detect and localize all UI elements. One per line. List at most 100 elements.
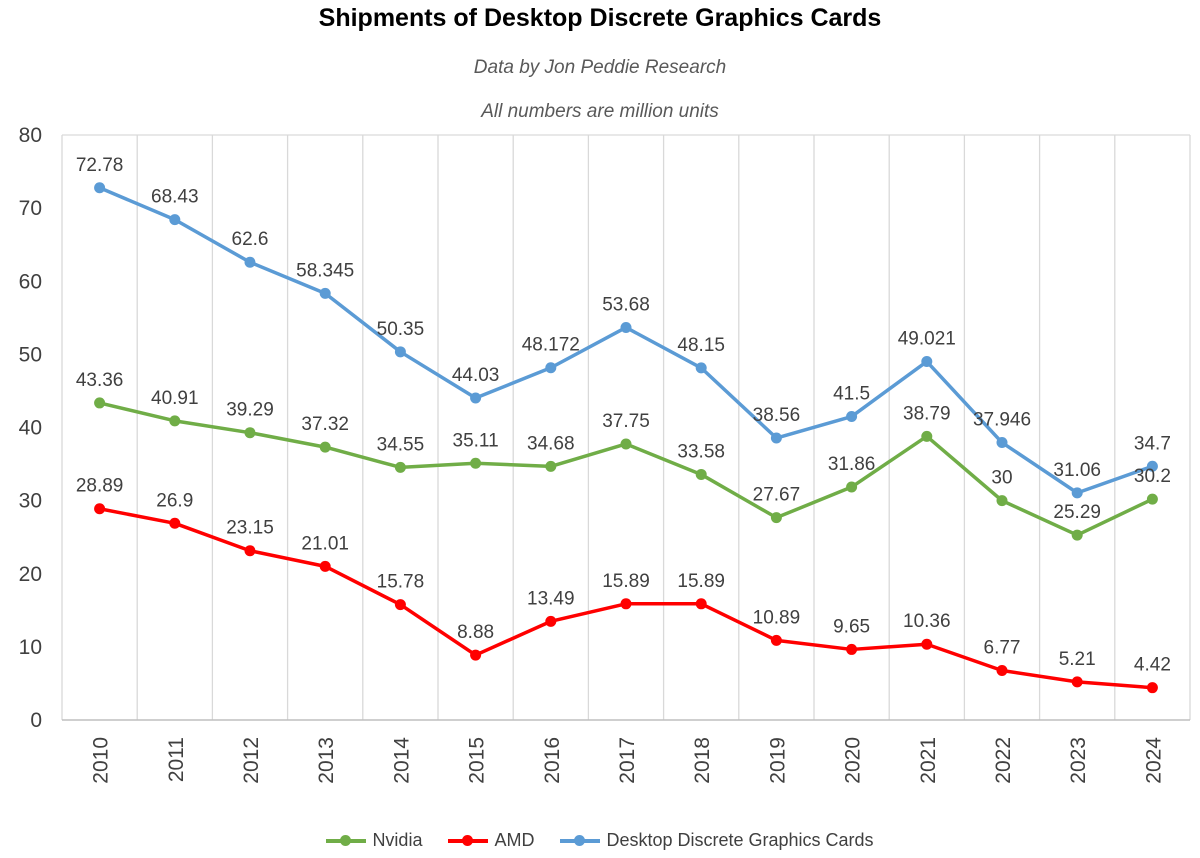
data-point — [996, 495, 1008, 507]
data-point — [846, 643, 858, 655]
data-point — [470, 457, 482, 469]
legend-marker-dot — [574, 835, 586, 846]
data-point — [94, 182, 106, 194]
data-point — [94, 503, 106, 515]
data-label: 30 — [991, 468, 1012, 489]
data-label: 27.67 — [753, 485, 801, 506]
y-tick-label: 10 — [19, 636, 42, 659]
chart-subtitle-source: Data by Jon Peddie Research — [473, 57, 727, 78]
data-point — [94, 397, 106, 409]
legend-label-nvidia: Nvidia — [372, 830, 423, 850]
data-point — [620, 598, 632, 610]
data-label: 50.35 — [377, 319, 425, 340]
data-label: 15.78 — [377, 572, 425, 593]
legend-item-desktop-discrete-graphics-cards: Desktop Discrete Graphics Cards — [560, 830, 874, 851]
data-label: 13.49 — [527, 588, 575, 609]
data-label: 48.15 — [677, 335, 725, 356]
data-point — [244, 256, 256, 268]
data-point — [770, 432, 782, 444]
data-point — [470, 649, 482, 661]
data-label: 6.77 — [984, 637, 1021, 658]
x-tick-label: 2016 — [541, 737, 564, 784]
data-label: 28.89 — [76, 476, 124, 497]
x-tick-label: 2010 — [90, 737, 113, 784]
data-point — [169, 415, 181, 427]
data-point — [695, 598, 707, 610]
data-label: 15.89 — [677, 571, 725, 592]
data-point — [1146, 493, 1158, 505]
data-label: 21.01 — [301, 533, 349, 554]
x-tick-label: 2020 — [842, 737, 865, 784]
data-point — [1146, 682, 1158, 694]
data-point — [996, 664, 1008, 676]
data-label: 4.42 — [1134, 655, 1171, 676]
data-label: 15.89 — [602, 571, 650, 592]
data-label: 10.36 — [903, 611, 951, 632]
x-tick-label: 2021 — [917, 737, 940, 784]
data-label: 8.88 — [457, 622, 494, 643]
data-point — [394, 346, 406, 358]
data-point — [620, 321, 632, 333]
x-tick-label: 2014 — [390, 737, 413, 784]
data-label: 25.29 — [1053, 502, 1101, 523]
data-point — [770, 512, 782, 524]
data-point — [846, 411, 858, 423]
x-tick-label: 2022 — [992, 737, 1015, 784]
data-point — [921, 356, 933, 368]
y-tick-label: 50 — [19, 343, 42, 366]
chart-subtitle-units: All numbers are million units — [481, 101, 719, 122]
chart-legend: Nvidia AMD Desktop Discrete Graphics Cards — [0, 830, 1200, 851]
data-label: 9.65 — [833, 616, 870, 637]
legend-marker-dot — [340, 835, 352, 846]
x-tick-label: 2013 — [315, 737, 338, 784]
data-point — [244, 545, 256, 557]
x-tick-label: 2018 — [691, 737, 714, 784]
y-tick-label: 40 — [19, 417, 42, 440]
y-tick-label: 60 — [19, 270, 42, 293]
data-label: 68.43 — [151, 187, 199, 208]
data-point — [169, 214, 181, 226]
y-tick-label: 20 — [19, 563, 42, 586]
data-point — [545, 362, 557, 374]
data-point — [1071, 487, 1083, 499]
x-tick-label: 2015 — [466, 737, 489, 784]
legend-marker-amd — [448, 835, 489, 846]
data-label: 38.79 — [903, 403, 951, 424]
y-tick-label: 80 — [19, 124, 42, 147]
data-point — [921, 430, 933, 442]
data-point — [319, 441, 331, 453]
data-point — [846, 481, 858, 493]
data-label: 41.5 — [833, 384, 870, 405]
legend-item-nvidia: Nvidia — [326, 830, 422, 851]
data-label: 10.89 — [753, 607, 801, 628]
data-point — [770, 634, 782, 646]
data-label: 31.86 — [828, 454, 876, 475]
data-label: 31.06 — [1053, 460, 1101, 481]
data-point — [545, 460, 557, 472]
legend-label-desktop-discrete-graphics-cards: Desktop Discrete Graphics Cards — [606, 830, 874, 850]
data-label: 43.36 — [76, 370, 124, 391]
data-label: 37.946 — [973, 410, 1031, 431]
data-point — [1071, 529, 1083, 541]
data-label: 49.021 — [898, 329, 956, 350]
data-point — [394, 461, 406, 473]
y-tick-label: 0 — [30, 709, 42, 732]
data-point — [545, 615, 557, 627]
data-label: 23.15 — [226, 518, 274, 539]
data-point — [244, 427, 256, 439]
data-label: 37.75 — [602, 411, 650, 432]
x-tick-label: 2023 — [1067, 737, 1090, 784]
data-point — [996, 437, 1008, 449]
data-point — [319, 560, 331, 572]
data-label: 30.2 — [1134, 466, 1171, 487]
y-tick-label: 30 — [19, 490, 42, 513]
data-point — [169, 517, 181, 529]
data-label: 40.91 — [151, 388, 199, 409]
legend-marker-nvidia — [326, 835, 367, 846]
data-label: 62.6 — [232, 229, 269, 250]
data-label: 34.68 — [527, 433, 575, 454]
legend-item-amd: AMD — [448, 830, 534, 851]
legend-marker-dot — [462, 835, 474, 846]
